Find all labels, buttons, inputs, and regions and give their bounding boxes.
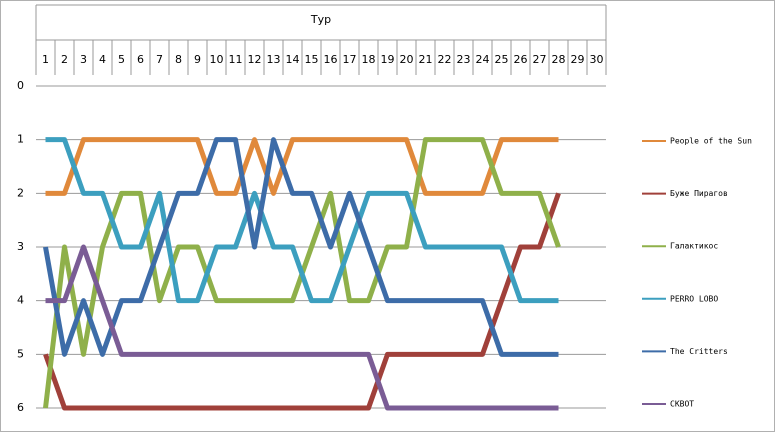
x-tick-label: 23 xyxy=(457,53,471,66)
y-tick-label: 1 xyxy=(17,133,24,146)
x-tick-label: 18 xyxy=(362,53,376,66)
x-tick-label: 8 xyxy=(175,53,182,66)
x-tick-label: 3 xyxy=(80,53,87,66)
x-tick-label: 30 xyxy=(590,53,604,66)
x-tick-label: 9 xyxy=(194,53,201,66)
x-tick-label: 28 xyxy=(552,53,566,66)
x-tick-label: 6 xyxy=(137,53,144,66)
legend-label: Буже Пирагов xyxy=(670,189,728,198)
legend-label: Галактикос xyxy=(670,242,718,251)
y-tick-label: 3 xyxy=(17,240,24,253)
y-tick-label: 2 xyxy=(17,186,24,199)
x-tick-label: 29 xyxy=(571,53,585,66)
y-tick-label: 4 xyxy=(17,294,24,307)
x-tick-label: 26 xyxy=(514,53,528,66)
legend-label: People of the Sun xyxy=(670,137,752,146)
x-tick-label: 22 xyxy=(438,53,452,66)
x-tick-label: 24 xyxy=(476,53,490,66)
x-tick-label: 16 xyxy=(324,53,338,66)
x-tick-label: 25 xyxy=(495,53,509,66)
x-tick-label: 14 xyxy=(286,53,300,66)
x-tick-label: 12 xyxy=(248,53,262,66)
y-tick-label: 6 xyxy=(17,401,24,414)
series-line xyxy=(43,137,559,357)
x-tick-label: 21 xyxy=(419,53,433,66)
x-axis-title: Тур xyxy=(310,13,331,26)
y-tick-label: 5 xyxy=(17,347,24,360)
x-tick-label: 19 xyxy=(381,53,395,66)
x-tick-label: 2 xyxy=(61,53,68,66)
y-tick-label: 0 xyxy=(17,79,24,92)
series-line xyxy=(45,137,559,196)
legend-label: PERRO LOBO xyxy=(670,294,718,303)
series-line xyxy=(43,192,561,411)
x-tick-label: 20 xyxy=(400,53,414,66)
x-tick-label: 27 xyxy=(533,53,547,66)
x-tick-label: 11 xyxy=(229,53,243,66)
x-tick-label: 10 xyxy=(210,53,224,66)
series-line xyxy=(45,244,559,411)
x-tick-label: 17 xyxy=(343,53,357,66)
series-line xyxy=(45,137,559,304)
x-tick-label: 4 xyxy=(99,53,106,66)
x-tick-label: 15 xyxy=(305,53,319,66)
x-tick-label: 1 xyxy=(42,53,49,66)
legend-label: The Critters xyxy=(670,347,728,356)
x-tick-label: 5 xyxy=(118,53,125,66)
x-tick-label: 13 xyxy=(267,53,281,66)
x-tick-label: 7 xyxy=(156,53,163,66)
legend-label: СКВОТ xyxy=(670,400,694,409)
